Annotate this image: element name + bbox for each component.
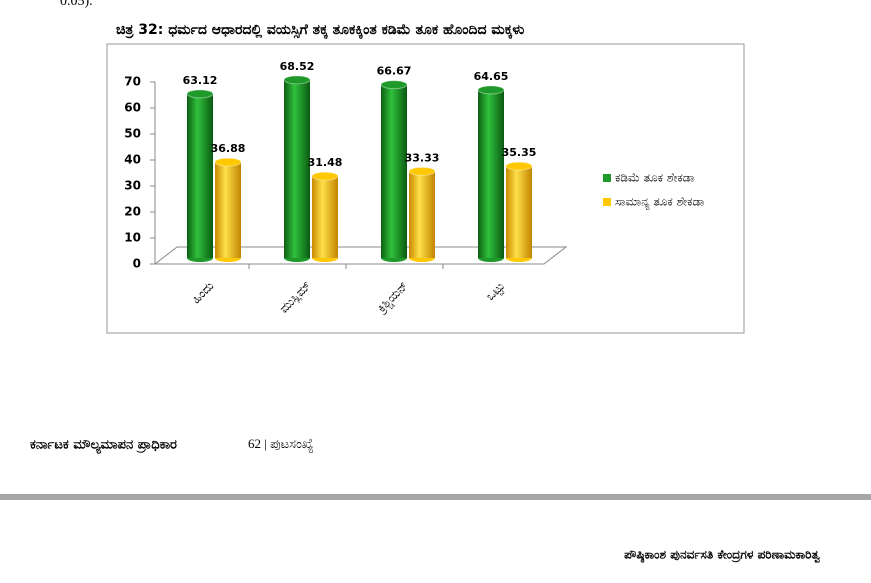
- footer-org: ಕರ್ನಾಟಕ ಮೌಲ್ಯಮಾಪನ ಪ್ರಾಧಿಕಾರ: [30, 438, 177, 455]
- cylinder-top: [477, 85, 505, 95]
- bar: [312, 176, 338, 258]
- legend-label: ಸಾಮಾನ್ಯ ತೂಕ ಶೇಕಡಾ: [615, 195, 704, 211]
- top-fragment: 0.05).: [60, 0, 93, 9]
- bar: [409, 171, 435, 258]
- floor: [153, 246, 568, 265]
- cylinder: [186, 89, 214, 262]
- data-label: 66.67: [377, 65, 412, 78]
- cylinder: [214, 157, 242, 262]
- bar: [381, 84, 407, 259]
- bar: [215, 162, 241, 258]
- legend-swatch: [603, 174, 611, 182]
- y-tick-label: 30: [124, 179, 141, 193]
- cylinder: [408, 166, 436, 262]
- data-label: 31.48: [308, 156, 343, 169]
- cylinder: [505, 161, 533, 262]
- cylinder-top: [311, 171, 339, 181]
- y-tick-label: 70: [124, 75, 141, 89]
- chart-title: ಚಿತ್ರ 32: ಧರ್ಮದ ಆಧಾರದಲ್ಲಿ ವಯಸ್ಸಿಗೆ ತಕ್ಕ …: [116, 22, 525, 39]
- cylinder: [477, 85, 505, 262]
- y-tick-label: 20: [124, 205, 141, 219]
- running-title: ಪೌಷ್ಠಿಕಾಂಶ ಪುನರ್ವಸತಿ ಕೇಂದ್ರಗಳ ಪರಿಣಾಮಕಾರಿ…: [624, 548, 820, 564]
- cylinder: [283, 75, 311, 262]
- data-label: 63.12: [183, 74, 218, 87]
- legend-label: ಕಡಿಮೆ ತೂಕ ಶೇಕಡಾ: [615, 171, 695, 185]
- data-label: 64.65: [474, 70, 509, 83]
- y-tick-label: 0: [133, 257, 141, 271]
- y-tick-label: 10: [124, 231, 141, 245]
- data-label: 68.52: [280, 60, 315, 73]
- cylinder-top: [408, 166, 436, 176]
- footer-page: 62 | ಪುಟಸಂಖ್ಯೆ: [248, 436, 314, 453]
- cylinder-top: [214, 157, 242, 167]
- y-tick-label: 40: [124, 153, 141, 167]
- footer-rule: [0, 494, 871, 500]
- bar: [187, 93, 213, 258]
- legend-swatch: [603, 198, 611, 206]
- data-label: 33.33: [405, 151, 440, 164]
- cylinder-top: [380, 80, 408, 90]
- cylinder: [380, 80, 408, 262]
- cylinder-top: [505, 161, 533, 171]
- y-tick-label: 60: [124, 101, 141, 115]
- y-tick-label: 50: [124, 127, 141, 141]
- bar: [284, 79, 310, 259]
- cylinder-top: [283, 75, 311, 85]
- data-label: 36.88: [211, 142, 246, 155]
- bar: [478, 89, 504, 258]
- cylinder: [311, 171, 339, 262]
- data-label: 35.35: [502, 146, 537, 159]
- bar: [506, 166, 532, 258]
- cylinder-top: [186, 89, 214, 99]
